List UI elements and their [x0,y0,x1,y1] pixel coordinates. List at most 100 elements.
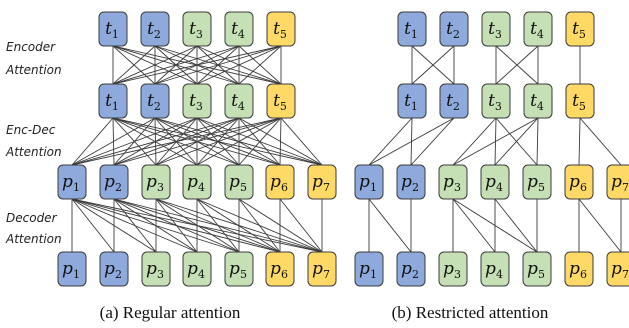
regular-encdec-edge-3-1 [112,117,157,166]
regular-encdec-edge-7-2 [154,117,323,166]
attention-edges [71,45,622,253]
regular-dec-edge-4-1 [71,198,198,253]
restricted-encdec-edge-5-3 [495,117,538,166]
regular-dec-edge-7-6 [279,198,323,253]
caption-regular-attention: (a) Regular attention [100,303,241,322]
restricted-decoder-in-p7: p7 [606,251,629,287]
regular-encoder-top-t4: t4 [224,11,254,47]
regular-encoder-top-t3-box [182,11,212,47]
regular-encoder-out-t5-box [266,83,296,119]
regular-dec-edge-2-1 [71,198,115,253]
regular-enc-edge-2-1 [112,45,156,85]
restricted-dec-edge-7-6 [578,198,622,253]
regular-encoder-top-t1: t1 [98,11,128,47]
regular-encoder-top-t2: t2 [140,11,170,47]
restricted-decoder-in-p5: p5 [522,251,552,287]
regular-encdec-edge-2-1 [112,117,115,166]
restricted-decoder-in-p1-box [354,251,384,287]
regular-decoder-in-p4: p4 [182,251,212,287]
regular-encoder-top-t5: t5 [266,11,296,47]
restricted-encoder-out-t4-box [523,83,553,119]
restricted-encdec-edge-1-1 [368,117,413,166]
restricted-encoder-top-t2-box [439,11,469,47]
restricted-encdec-edge-5-4 [536,117,539,166]
restricted-decoder-in-p2-box [396,251,426,287]
regular-encdec-edge-7-3 [196,117,323,166]
regular-dec-edge-7-1 [71,198,323,253]
restricted-decoder-mid-p4-box [480,164,510,200]
restricted-encoder-top-t5: t5 [565,11,595,47]
restricted-encoder-out-t1: t1 [397,83,427,119]
regular-dec-edge-7-2 [113,198,323,253]
restricted-dec-edge-2-1 [368,198,412,253]
restricted-encoder-top-t1: t1 [397,11,427,47]
regular-decoder-mid-p1: p1 [57,164,87,200]
restricted-encdec-edge-2-1 [410,117,413,166]
regular-decoder-mid-p5: p5 [224,164,254,200]
restricted-decoder-mid-p5-box [522,164,552,200]
regular-decoder-in-p5-box [224,251,254,287]
restricted-dec-edge-4-3 [452,198,496,253]
regular-dec-edge-6-1 [71,198,281,253]
restricted-decoder-in-p3-box [438,251,468,287]
restricted-dec-edge-5-4 [494,198,538,253]
decoder-attention-label-line1: Decoder [6,211,58,225]
caption-restricted-attention: (b) Restricted attention [392,303,549,322]
regular-decoder-in-p1: p1 [57,251,87,287]
restricted-encoder-top-t4-box [523,11,553,47]
regular-encoder-out-t4: t4 [224,83,254,119]
regular-decoder-mid-p6: p6 [265,164,295,200]
restricted-encoder-out-t2-box [439,83,469,119]
restricted-decoder-mid-p3-box [438,164,468,200]
regular-dec-edge-7-5 [238,198,323,253]
regular-decoder-mid-p4-box [182,164,212,200]
encoder-attention-label-line2: Attention [5,63,62,77]
restricted-decoder-mid-p7-box [606,164,629,200]
regular-dec-edge-5-1 [71,198,240,253]
decoder-attention-label-line2: Attention [5,232,62,246]
regular-encoder-top-t2-box [140,11,170,47]
restricted-decoder-mid-p6: p6 [564,164,594,200]
regular-decoder-mid-p1-box [57,164,87,200]
regular-encoder-top-t1-box [98,11,128,47]
restricted-encdec-edge-7-5 [579,117,622,166]
restricted-decoder-in-p2: p2 [396,251,426,287]
restricted-encoder-top-t2: t2 [439,11,469,47]
regular-encdec-edge-6-1 [112,117,281,166]
regular-enc-edge-3-1 [112,45,198,85]
restricted-decoder-mid-p1-box [354,164,384,200]
restricted-decoder-mid-p1: p1 [354,164,384,200]
regular-decoder-mid-p2-box [99,164,129,200]
regular-decoder-in-p2-box [99,251,129,287]
restricted-decoder-mid-p5: p5 [522,164,552,200]
restricted-encdec-edge-2-2 [410,117,455,166]
regular-decoder-mid-p3: p3 [141,164,171,200]
encoder-attention-label-line1: Encoder [6,40,56,54]
regular-decoder-in-p1-box [57,251,87,287]
restricted-decoder-mid-p3: p3 [438,164,468,200]
regular-encdec-edge-7-5 [280,117,323,166]
regular-decoder-in-p5: p5 [224,251,254,287]
regular-encdec-edge-7-1 [112,117,323,166]
restricted-decoder-in-p3: p3 [438,251,468,287]
restricted-decoder-in-p4-box [480,251,510,287]
regular-encoder-top-t4-box [224,11,254,47]
regular-enc-edge-5-4 [238,45,282,85]
regular-encoder-out-t2: t2 [140,83,170,119]
regular-dec-edge-7-4 [196,198,323,253]
regular-dec-edge-3-1 [71,198,157,253]
restricted-encdec-edge-3-3 [452,117,497,166]
restricted-encoder-top-t1-box [397,11,427,47]
restricted-encoder-out-t5: t5 [565,83,595,119]
regular-decoder-mid-p5-box [224,164,254,200]
restricted-encoder-out-t5-box [565,83,595,119]
regular-encoder-out-t1-box [98,83,128,119]
restricted-encoder-out-t4: t4 [523,83,553,119]
regular-enc-edge-4-1 [112,45,240,85]
regular-enc-edge-5-2 [154,45,282,85]
regular-encoder-top-t3: t3 [182,11,212,47]
restricted-decoder-mid-p2-box [396,164,426,200]
regular-decoder-in-p3: p3 [141,251,171,287]
regular-decoder-in-p6-box [265,251,295,287]
regular-encoder-out-t4-box [224,83,254,119]
